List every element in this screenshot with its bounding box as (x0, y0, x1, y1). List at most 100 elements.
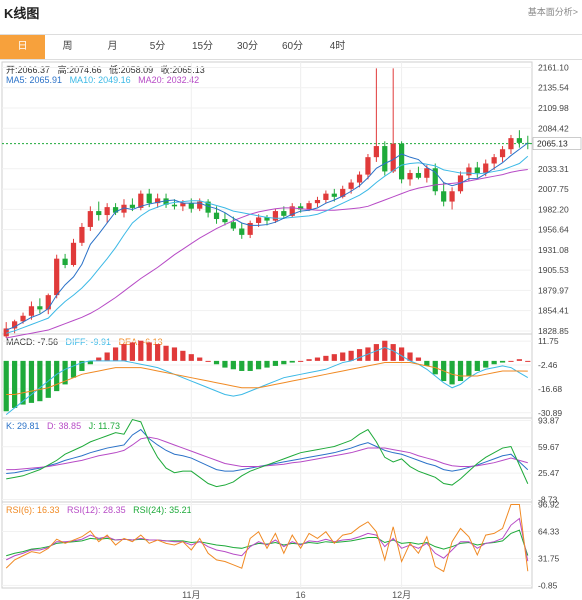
macd-bar (104, 352, 110, 361)
candle-body (180, 203, 186, 207)
x-tick-label: 11月 (182, 590, 200, 600)
price-tick-label: 1905.53 (538, 265, 569, 275)
candle-body (382, 146, 388, 172)
candle-body (289, 206, 295, 216)
price-tick-label: 1828.85 (538, 326, 569, 336)
candle-body (323, 193, 329, 200)
candle-body (197, 201, 203, 209)
candle-body (331, 193, 337, 197)
j-value: J: 11.73 (88, 421, 120, 431)
macd-bar (272, 360, 279, 366)
macd-bar (525, 360, 531, 362)
candle-body (20, 315, 26, 322)
price-tick-label: 2135.54 (538, 83, 569, 93)
macd-bar (3, 360, 9, 412)
price-tick-label: 2109.98 (538, 103, 569, 113)
macd-bar (415, 357, 422, 361)
macd-bar (382, 340, 388, 361)
candle-body (222, 219, 228, 223)
macd-bar (239, 360, 245, 371)
candle-body (129, 204, 136, 208)
candle-body (146, 193, 152, 204)
d-value: D: 38.85 (47, 421, 82, 431)
open-value: 开:2066.37 (6, 65, 51, 75)
macd-bar (205, 360, 211, 362)
candle-body (205, 201, 211, 213)
candle-body (12, 321, 18, 329)
macd-bar (87, 360, 93, 365)
macd-bar (121, 344, 127, 361)
high-value: 高:2074.66 (57, 65, 102, 75)
kdj-tick-label: 93.87 (538, 415, 560, 425)
macd-bar (146, 342, 152, 361)
candle-body (171, 204, 178, 207)
last-price-tag (532, 137, 582, 150)
candle-body (121, 204, 127, 213)
macd-tick-label: -16.68 (538, 384, 562, 394)
candle-body (508, 138, 514, 150)
candle-body (28, 306, 35, 316)
rsi24-value: RSI(24): 35.21 (133, 505, 192, 515)
tab-3[interactable]: 5分 (149, 41, 166, 52)
macd-bar (188, 354, 194, 361)
macd-bar (516, 359, 522, 361)
candle-body (348, 182, 354, 189)
tab-7[interactable]: 4时 (329, 41, 346, 52)
tab-5[interactable]: 30分 (236, 41, 259, 52)
macd-bar (298, 360, 304, 362)
macd-tick-label: -30.89 (538, 408, 562, 418)
tab-6[interactable]: 60分 (281, 41, 304, 52)
kdj-tick-label: -8.73 (538, 494, 558, 504)
price-tick-label: 2161.10 (538, 62, 569, 72)
rsi-legend: RSI(6): 16.33 RSI(12): 28.35 RSI(24): 35… (6, 505, 197, 515)
candle-body (272, 211, 279, 221)
price-tick-label: 2007.75 (538, 184, 569, 194)
tab-2[interactable]: 月 (107, 41, 118, 52)
dea-line (6, 362, 528, 395)
macd-bar (54, 360, 60, 392)
price-tick-label: 2033.31 (538, 164, 569, 174)
candle-body (390, 143, 396, 172)
macd-bar (323, 355, 329, 361)
macd-bar (129, 342, 136, 361)
macd-bar (20, 360, 26, 405)
macd-bar (230, 360, 236, 370)
fundamental-analysis-link[interactable]: 基本面分析> (527, 7, 578, 17)
rsi6-value: RSI(6): 16.33 (6, 505, 60, 515)
macd-bar (449, 360, 455, 385)
k-line (6, 428, 529, 474)
macd-bar (155, 344, 161, 361)
candle-body (441, 191, 447, 202)
tab-4[interactable]: 15分 (191, 41, 214, 52)
rsi-tick-label: 31.75 (538, 553, 560, 563)
macd-bar (390, 344, 396, 361)
candle-body (3, 328, 9, 337)
macd-bar (289, 360, 295, 363)
candle-body (79, 226, 85, 243)
macd-bar (491, 360, 497, 365)
candle-body (373, 146, 379, 158)
rsi24-line (6, 529, 529, 557)
candle-body (264, 217, 270, 221)
period-tabs: 日 周 月 5分 15分 30分 60分 4时 (0, 34, 582, 60)
tab-0[interactable]: 日 (0, 35, 45, 59)
candle-body (356, 174, 363, 183)
macd-bar (12, 360, 18, 408)
macd-bar (171, 347, 178, 361)
tab-1[interactable]: 周 (62, 41, 73, 52)
macd-bar (255, 360, 262, 370)
page-title: K线图 (4, 6, 40, 21)
macd-bar (457, 360, 464, 382)
candle-body (54, 258, 60, 296)
candle-body (491, 157, 497, 164)
macd-bar (508, 360, 514, 362)
candle-body (516, 138, 522, 143)
ohlc-readout: 开:2066.37 高:2074.66 低:2058.09 收:2065.13 (6, 63, 210, 76)
kdj-tick-label: 25.47 (538, 468, 560, 478)
candle-body (466, 167, 472, 176)
price-tick-label: 2084.42 (538, 123, 569, 133)
price-tick-label: 1931.08 (538, 245, 569, 255)
macd-bar (70, 360, 77, 378)
candle-body (499, 149, 506, 158)
